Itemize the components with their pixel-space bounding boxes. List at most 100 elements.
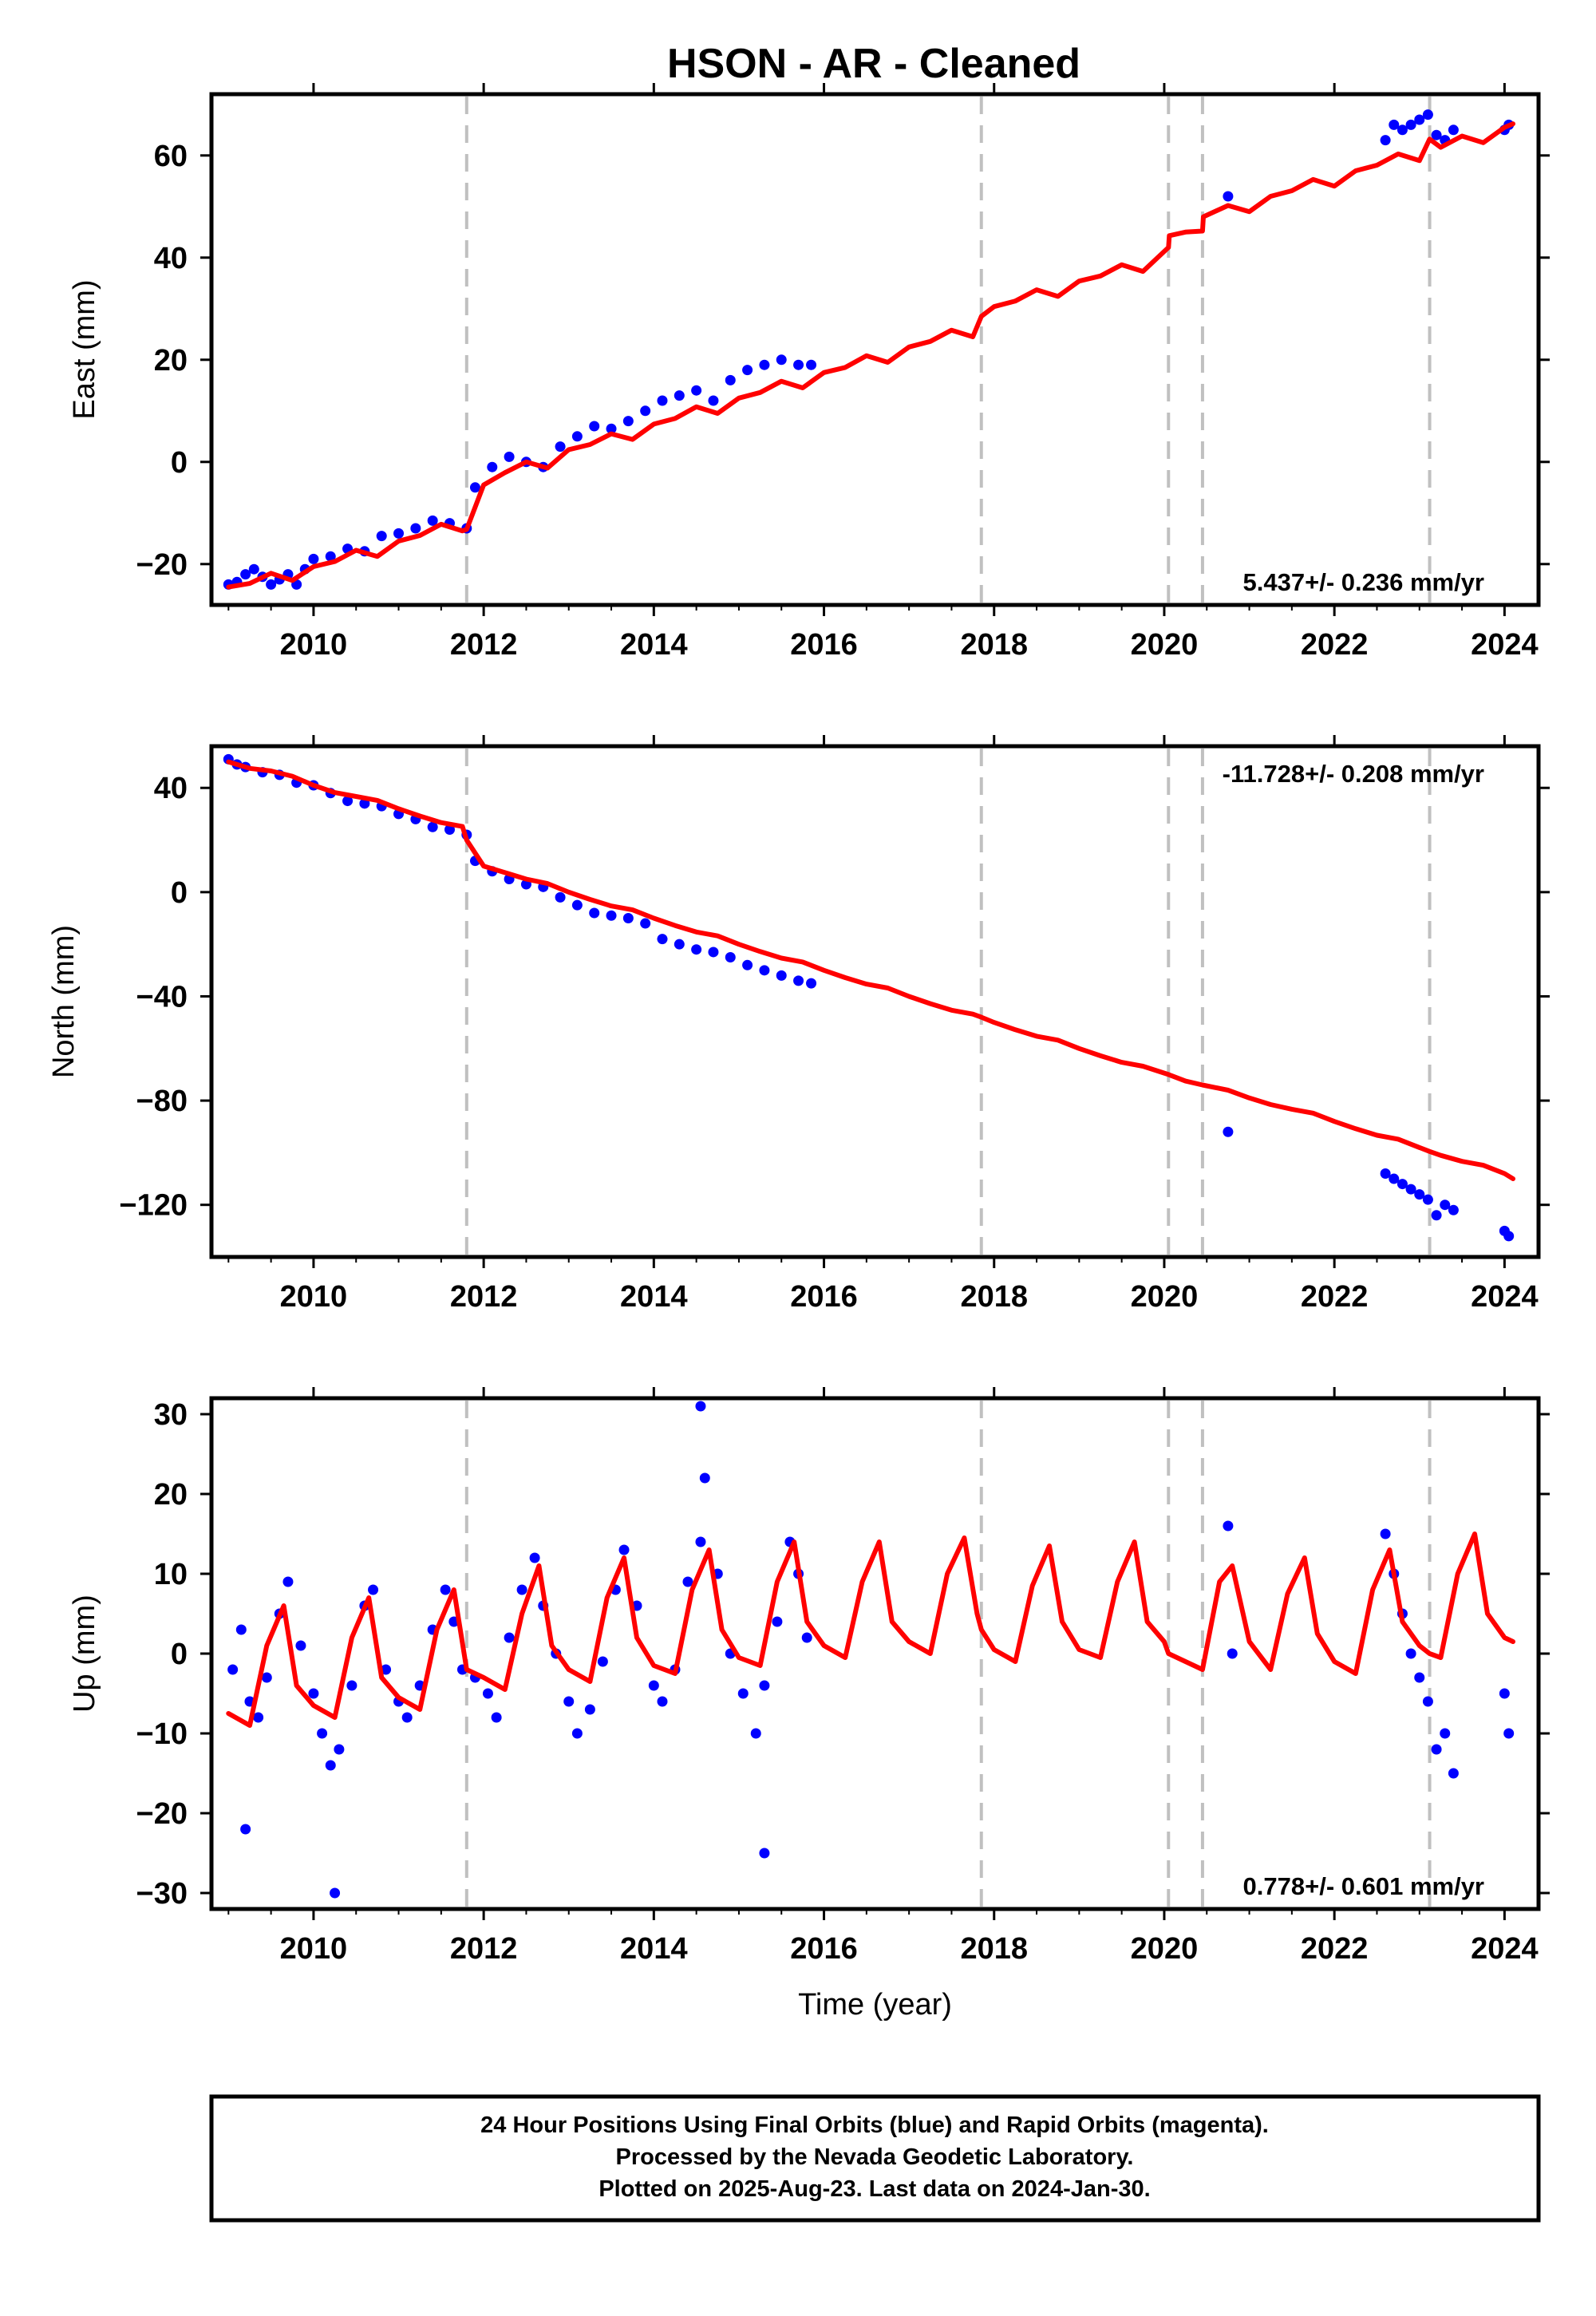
observation-point	[401, 1712, 413, 1723]
x-tick-label: 2024	[1471, 1932, 1539, 1966]
y-tick-label: 0	[171, 1638, 188, 1671]
observation-point	[622, 416, 634, 427]
observation-point	[682, 1576, 693, 1587]
observation-point	[657, 1696, 668, 1707]
observation-point	[622, 913, 634, 924]
observation-point	[1431, 1210, 1442, 1221]
observation-point	[657, 395, 668, 406]
observation-point	[597, 1656, 608, 1667]
x-tick-label: 2020	[1131, 1932, 1199, 1966]
observation-point	[295, 1640, 306, 1651]
observation-point	[1380, 1168, 1391, 1180]
y-tick-label: −20	[136, 1797, 188, 1831]
observation-point	[1223, 1520, 1234, 1531]
observation-point	[737, 1688, 749, 1699]
footer-line-1: 24 Hour Positions Using Final Orbits (bl…	[480, 2112, 1269, 2138]
observation-point	[393, 528, 405, 539]
observation-point	[1396, 124, 1408, 136]
plot-frame	[209, 744, 1541, 1259]
y-tick-label: −40	[136, 980, 188, 1014]
observation-point	[640, 405, 651, 417]
observation-point	[1431, 129, 1442, 140]
y-tick-label: −120	[119, 1189, 188, 1223]
x-tick-label: 2016	[790, 628, 858, 662]
observation-point	[308, 553, 319, 564]
observation-point	[801, 1632, 812, 1643]
observation-point	[342, 796, 354, 807]
footer-box: 24 Hour Positions Using Final Orbits (bl…	[209, 2094, 1541, 2223]
x-tick-label: 2022	[1301, 628, 1369, 662]
y-tick-label: 0	[171, 876, 188, 910]
y-tick-label: 10	[154, 1558, 188, 1591]
observation-point	[563, 1696, 575, 1707]
up-panel: 2010 2012 2014 2016 2018 2020 2022 2024−30−20−1…	[68, 1387, 1550, 2022]
x-axis-label: Time (year)	[798, 1988, 952, 2022]
x-tick-label: 2020	[1131, 628, 1199, 662]
observation-point	[1405, 119, 1416, 130]
observation-point	[427, 515, 438, 526]
observation-point	[1380, 1528, 1391, 1539]
observation-point	[334, 1744, 345, 1755]
rate-label: 5.437+/- 0.236 mm/yr	[1243, 568, 1484, 596]
observation-point	[282, 1576, 294, 1587]
observation-point	[1422, 1194, 1433, 1205]
y-tick-label: 0	[171, 446, 188, 480]
north-panel: 2010 2012 2014 2016 2018 2020 2022 2024 −120 −80 −…	[47, 735, 1550, 1314]
observation-point	[1380, 135, 1391, 146]
observation-point	[325, 1760, 336, 1771]
observation-point	[699, 1472, 710, 1484]
observation-point	[759, 965, 770, 976]
observation-point	[589, 907, 600, 919]
x-tick-label: 2010	[280, 1932, 348, 1966]
observation-point	[806, 359, 817, 370]
observation-point	[776, 354, 787, 366]
x-tick-label: 2018	[960, 628, 1028, 662]
observation-point	[346, 1680, 358, 1691]
observation-point	[708, 947, 719, 958]
y-axis-label: Up (mm)	[68, 1595, 101, 1713]
observation-point	[381, 1664, 392, 1675]
x-tick-label: 2022	[1301, 1932, 1369, 1966]
model-line	[226, 759, 1515, 1181]
observation-point	[759, 1848, 770, 1859]
x-tick-label: 2018	[960, 1932, 1028, 1966]
observation-point	[325, 551, 336, 562]
x-tick-label: 2024	[1471, 1280, 1539, 1314]
plot-frame	[209, 92, 1541, 607]
observation-point	[1448, 124, 1459, 136]
model-line	[226, 1531, 1515, 1728]
observation-point	[657, 934, 668, 945]
observation-point	[1499, 1688, 1510, 1699]
x-tick-label: 2012	[450, 1280, 518, 1314]
observation-point	[725, 951, 736, 962]
observation-point	[691, 944, 702, 955]
observation-point	[235, 1624, 247, 1635]
y-tick-label: 40	[154, 242, 188, 275]
x-tick-label: 2022	[1301, 1280, 1369, 1314]
x-tick-label: 2014	[620, 1280, 688, 1314]
observation-point	[742, 365, 753, 376]
observation-point	[253, 1712, 264, 1723]
observation-point	[1440, 1199, 1451, 1211]
x-tick-label: 2016	[790, 1280, 858, 1314]
observation-point	[1414, 1189, 1425, 1200]
observation-point	[555, 891, 566, 903]
observation-point	[674, 939, 685, 950]
observation-point	[308, 1688, 319, 1699]
x-tick-label: 2010	[280, 1280, 348, 1314]
observation-point	[529, 1552, 540, 1563]
observation-point	[516, 1584, 527, 1595]
observation-point	[1389, 1173, 1400, 1184]
y-tick-label: −30	[136, 1877, 188, 1911]
observation-point	[504, 1632, 515, 1643]
observation-point	[317, 1728, 328, 1739]
observation-point	[606, 423, 617, 434]
y-tick-label: 20	[154, 1478, 188, 1512]
observation-point	[776, 970, 787, 981]
observation-point	[555, 441, 566, 453]
y-tick-label: −20	[136, 548, 188, 582]
observation-point	[504, 451, 515, 462]
observation-point	[584, 1704, 595, 1715]
observation-point	[1389, 119, 1400, 130]
